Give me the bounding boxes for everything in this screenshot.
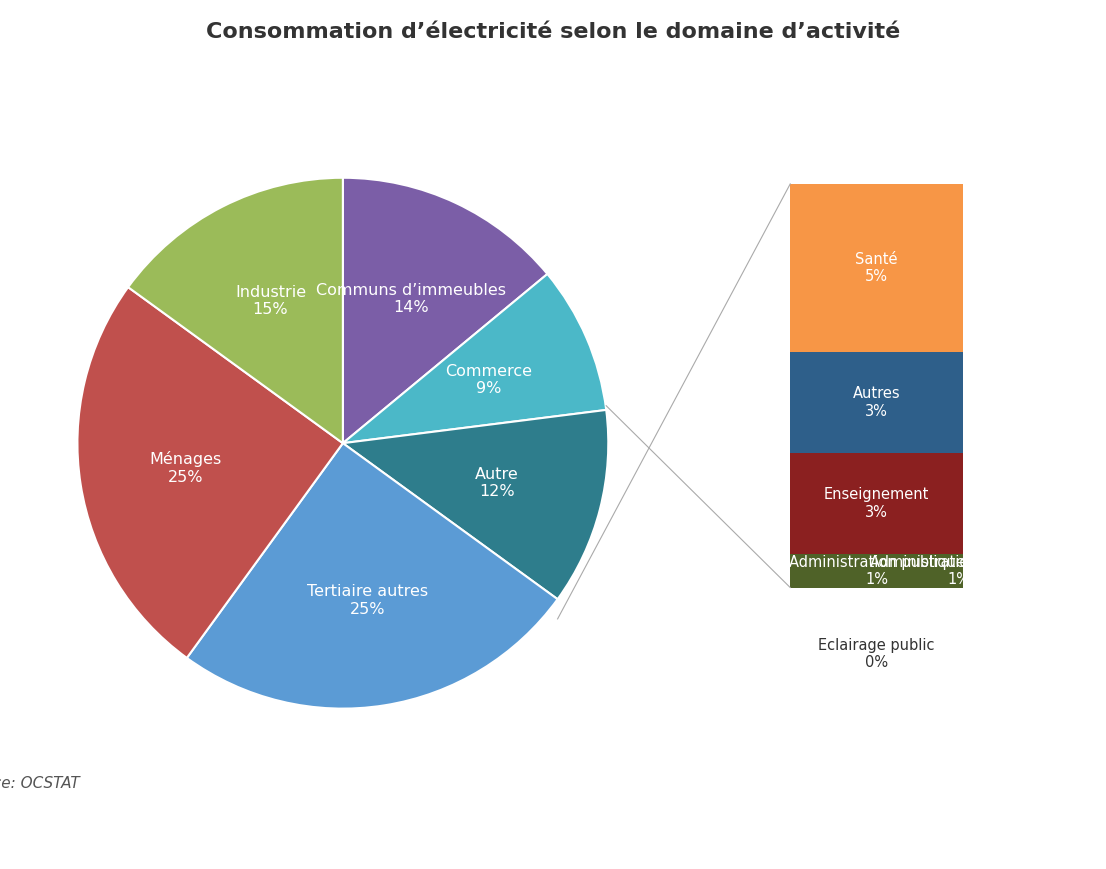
Text: Consommation d’électricité selon le domaine d’activité: Consommation d’électricité selon le doma… (206, 22, 900, 42)
Bar (790, 184, 962, 352)
Text: Administration publique
1%: Administration publique 1% (870, 554, 1046, 587)
Text: Autre
12%: Autre 12% (476, 467, 519, 499)
Text: Ménages
25%: Ménages 25% (149, 451, 221, 485)
Text: Santé
5%: Santé 5% (855, 252, 898, 284)
Text: Eclairage public
0%: Eclairage public 0% (818, 638, 935, 670)
Wedge shape (187, 443, 557, 708)
Text: Autres
3%: Autres 3% (853, 387, 900, 419)
Wedge shape (343, 274, 606, 443)
Wedge shape (128, 178, 343, 443)
Bar (790, 453, 962, 554)
Wedge shape (343, 410, 608, 600)
Text: Commerce
9%: Commerce 9% (446, 364, 532, 396)
Text: Administration publique
1%: Administration publique 1% (789, 554, 964, 587)
Wedge shape (343, 178, 547, 443)
Wedge shape (77, 287, 343, 658)
Bar (790, 352, 962, 453)
Text: Communs d’immeubles
14%: Communs d’immeubles 14% (315, 283, 505, 315)
Text: Industrie
15%: Industrie 15% (234, 285, 306, 317)
Text: Enseignement
3%: Enseignement 3% (824, 488, 929, 520)
Text: Tertiaire autres
25%: Tertiaire autres 25% (307, 584, 428, 617)
Text: Source: OCSTAT: Source: OCSTAT (0, 776, 80, 792)
Bar (790, 554, 962, 587)
